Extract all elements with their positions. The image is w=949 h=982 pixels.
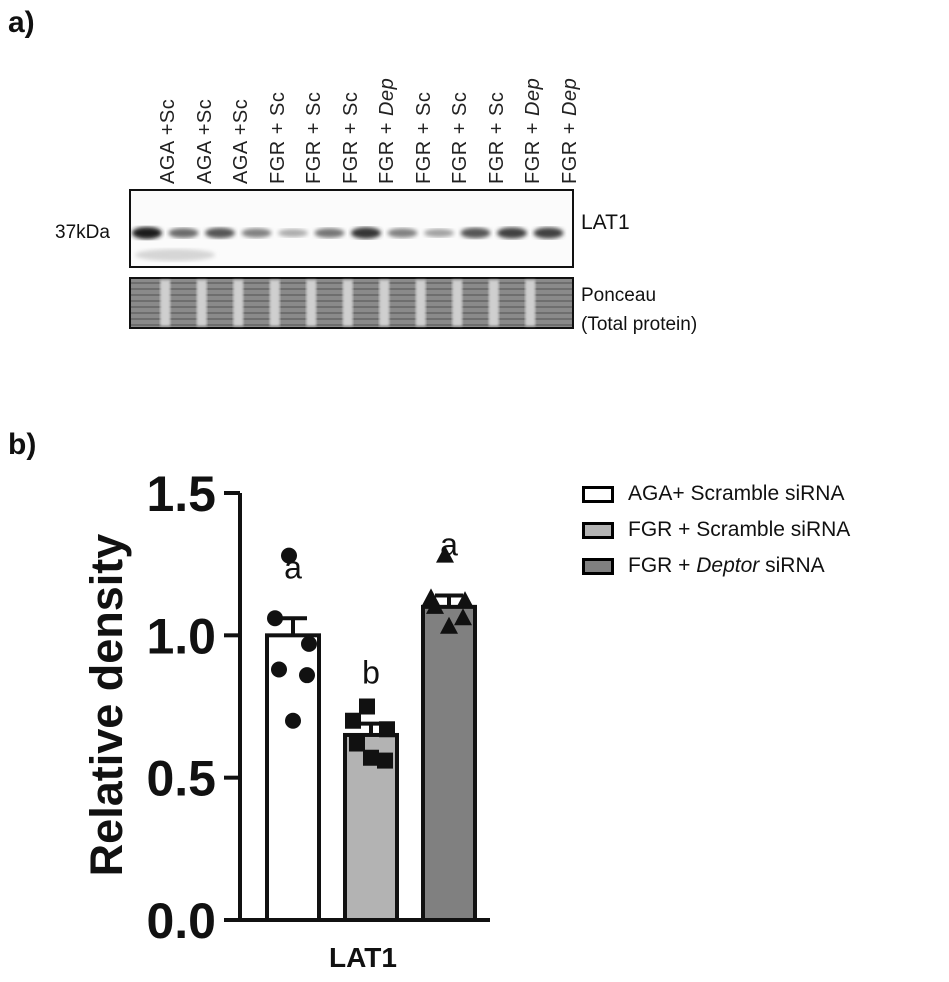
data-point: [349, 735, 365, 752]
lat1-band: [424, 228, 454, 238]
ponceau-lane-gap: [269, 280, 280, 326]
ponceau-sublabel: (Total protein): [581, 314, 698, 335]
lat1-band: [387, 228, 418, 238]
data-point: [440, 616, 458, 634]
legend: AGA+ Scramble siRNA FGR + Scramble siRNA…: [582, 476, 850, 584]
y-axis-label: Relative density: [81, 534, 132, 877]
legend-item-aga-scramble: AGA+ Scramble siRNA: [582, 476, 850, 512]
protein-label: LAT1: [581, 211, 630, 234]
lat1-band: [278, 229, 308, 237]
ponceau-lane-gap: [342, 280, 353, 326]
y-tick-label: 1.5: [146, 466, 216, 522]
data-point: [379, 721, 395, 738]
legend-label-suffix: siRNA: [759, 554, 825, 577]
bar: [265, 633, 321, 922]
data-point: [267, 610, 283, 627]
lat1-band: [460, 227, 491, 239]
data-point: [359, 698, 375, 715]
western-blot: [129, 189, 574, 329]
lat1-band: [351, 227, 381, 239]
data-point: [345, 712, 361, 729]
data-point: [299, 667, 315, 684]
lat1-band: [533, 227, 564, 239]
data-point: [271, 661, 287, 678]
ponceau-lane-gap: [379, 280, 390, 326]
y-tick-label: 0.5: [146, 751, 216, 807]
lat1-band: [497, 227, 527, 239]
ponceau-lanes: [160, 280, 536, 326]
lat1-band: [241, 228, 272, 238]
ponceau-lane-gap: [233, 280, 244, 326]
panel-a-label: a): [8, 6, 35, 39]
ponceau-lane-gap: [306, 280, 317, 326]
data-point: [285, 712, 301, 729]
ponceau-lane-gap: [488, 280, 499, 326]
legend-item-fgr-scramble: FGR + Scramble siRNA: [582, 512, 850, 548]
legend-label: FGR +: [628, 554, 697, 577]
bar: [421, 604, 477, 922]
legend-label: AGA+ Scramble siRNA: [628, 482, 845, 505]
data-point: [301, 635, 317, 652]
lat1-band: [205, 227, 235, 239]
data-points: [267, 545, 474, 769]
marker-label: 37kDa: [55, 222, 110, 243]
lat1-bands: [132, 226, 564, 261]
ponceau-lane-gap: [196, 280, 207, 326]
blot-smear: [135, 249, 215, 261]
data-point: [436, 545, 454, 563]
legend-item-fgr-deptor: FGR + Deptor siRNA: [582, 548, 850, 584]
data-point: [363, 749, 379, 766]
y-tick-label: 0.0: [146, 893, 216, 949]
lat1-band: [168, 228, 199, 238]
significance-letter: b: [362, 655, 380, 691]
legend-label-italic: Deptor: [696, 554, 760, 577]
panel-b-label: b): [8, 428, 37, 461]
data-point: [454, 608, 472, 626]
legend-label: FGR + Scramble siRNA: [628, 518, 851, 541]
ponceau-lane-gap: [415, 280, 426, 326]
y-tick-label: 1.0: [146, 608, 216, 664]
ponceau-label: Ponceau: [581, 285, 657, 306]
legend-swatch: [582, 485, 614, 503]
y-axis: 0.0 0.5 1.0 1.5: [146, 466, 490, 949]
data-point: [281, 547, 297, 564]
data-point: [456, 591, 474, 609]
ponceau-lane-gap: [160, 280, 171, 326]
legend-swatch: [582, 521, 614, 539]
data-point: [426, 596, 444, 614]
x-axis-label: LAT1: [329, 942, 397, 973]
lat1-band: [314, 228, 345, 238]
lat1-band: [132, 226, 162, 240]
data-point: [377, 752, 393, 769]
bars: aba: [265, 526, 477, 923]
legend-swatch: [582, 557, 614, 575]
ponceau-lane-gap: [525, 280, 536, 326]
ponceau-lane-gap: [452, 280, 463, 326]
